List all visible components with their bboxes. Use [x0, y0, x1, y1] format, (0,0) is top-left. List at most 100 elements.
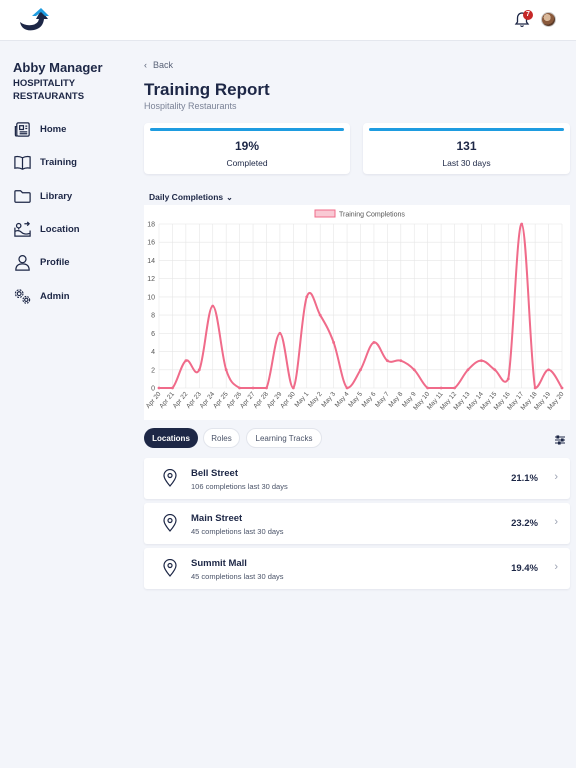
org-name: HOSPITALITY RESTAURANTS — [13, 78, 85, 102]
data-point — [291, 386, 295, 390]
location-row-main-street[interactable]: Main Street 45 completions last 30 days … — [144, 503, 570, 544]
logo-icon[interactable] — [18, 7, 52, 33]
data-point — [560, 386, 564, 390]
chevron-down-icon: ⌄ — [226, 192, 233, 202]
location-completions: 106 completions last 30 days — [191, 482, 288, 491]
sidebar-item-location[interactable]: Location — [13, 219, 123, 239]
data-point — [412, 368, 416, 372]
y-tick-label: 18 — [147, 222, 155, 229]
location-name: Bell Street — [191, 468, 238, 479]
page-title: Training Report — [144, 80, 270, 99]
sidebar-item-label: Admin — [40, 290, 70, 302]
notification-badge: 7 — [523, 10, 533, 20]
legend-swatch — [314, 209, 336, 218]
data-point — [359, 368, 362, 372]
stat-label: Last 30 days — [442, 158, 491, 168]
filter-sliders-icon[interactable] — [554, 434, 566, 446]
stat-value: 19% — [234, 139, 260, 153]
data-point — [157, 386, 161, 390]
sidebar-item-label: Training — [40, 156, 77, 168]
stat-value: 131 — [456, 139, 477, 153]
location-completions: 45 completions last 30 days — [191, 572, 284, 581]
sidebar-item-profile[interactable]: Profile — [13, 252, 123, 272]
book-open-icon — [14, 155, 31, 170]
data-point — [305, 295, 309, 299]
top-bar: 7 — [0, 0, 576, 41]
y-tick-label: 10 — [147, 294, 155, 301]
sidebar-item-label: Profile — [40, 256, 70, 268]
sidebar-item-training[interactable]: Training — [13, 152, 123, 172]
data-point — [453, 386, 456, 390]
tab-locations[interactable]: Locations — [144, 428, 198, 448]
data-point — [238, 386, 241, 390]
data-point — [547, 368, 550, 372]
data-point — [466, 368, 470, 372]
y-tick-label: 14 — [147, 258, 155, 265]
y-tick-label: 6 — [151, 331, 155, 338]
user-name: Abby Manager — [13, 60, 103, 75]
data-point — [426, 386, 430, 390]
data-point — [332, 341, 336, 344]
sidebar-item-library[interactable]: Library — [13, 186, 123, 206]
gears-icon — [14, 288, 31, 304]
back-label: Back — [153, 60, 174, 70]
data-point — [318, 313, 322, 317]
y-tick-label: 2 — [151, 367, 155, 374]
data-point — [184, 359, 188, 363]
chevron-right-icon: › — [554, 516, 558, 528]
data-point — [372, 341, 376, 344]
sidebar-item-admin[interactable]: Admin — [13, 286, 123, 306]
data-point — [480, 359, 483, 363]
location-name: Main Street — [191, 513, 243, 524]
data-point — [278, 331, 282, 335]
newspaper-icon — [14, 121, 30, 137]
y-tick-label: 16 — [147, 240, 155, 247]
location-completions: 45 completions last 30 days — [191, 527, 284, 536]
user-icon — [15, 254, 30, 271]
sidebar-item-label: Library — [40, 190, 73, 202]
map-location-icon — [14, 220, 31, 237]
sidebar-item-label: Location — [40, 223, 80, 235]
y-tick-label: 4 — [151, 349, 155, 356]
sidebar: Abby Manager HOSPITALITY RESTAURANTS Hom… — [0, 41, 130, 768]
chevron-left-icon: ‹ — [144, 60, 147, 70]
data-point — [251, 386, 255, 390]
sidebar-item-home[interactable]: Home — [13, 119, 123, 139]
data-point — [385, 359, 389, 363]
stat-card-completed: 19% Completed — [144, 123, 350, 174]
data-point — [197, 368, 201, 372]
data-point — [439, 386, 443, 390]
data-point — [520, 222, 524, 226]
page-subtitle: Hospitality Restaurants — [144, 101, 237, 111]
location-row-summit-mall[interactable]: Summit Mall 45 completions last 30 days … — [144, 548, 570, 589]
chevron-right-icon: › — [554, 471, 558, 483]
tab-roles[interactable]: Roles — [203, 428, 240, 448]
stat-accent-bar — [369, 128, 564, 131]
folder-icon — [14, 189, 31, 203]
data-point — [345, 386, 349, 390]
location-row-bell-street[interactable]: Bell Street 106 completions last 30 days… — [144, 458, 570, 499]
y-tick-label: 0 — [151, 386, 155, 393]
y-tick-label: 12 — [147, 276, 155, 283]
chart-selector-dropdown[interactable]: Daily Completions ⌄ — [149, 192, 233, 202]
tab-learning-tracks[interactable]: Learning Tracks — [246, 428, 322, 448]
data-point — [399, 359, 403, 363]
data-point — [224, 368, 228, 372]
data-point — [211, 304, 215, 308]
data-point — [265, 386, 268, 390]
y-tick-label: 8 — [151, 313, 155, 320]
stat-label: Completed — [226, 158, 268, 168]
chart-selector-label: Daily Completions — [149, 192, 224, 202]
data-point — [533, 386, 537, 390]
back-link[interactable]: ‹ Back — [144, 60, 173, 70]
chevron-right-icon: › — [554, 561, 558, 573]
data-point — [506, 377, 510, 381]
x-tick-label: Apr 30 — [279, 390, 297, 409]
legend-label: Training Completions — [339, 211, 405, 218]
stat-accent-bar — [150, 128, 344, 131]
map-pin-icon — [163, 469, 177, 487]
map-pin-icon — [163, 514, 177, 532]
location-percent: 19.4% — [511, 563, 538, 574]
avatar[interactable] — [541, 12, 556, 27]
